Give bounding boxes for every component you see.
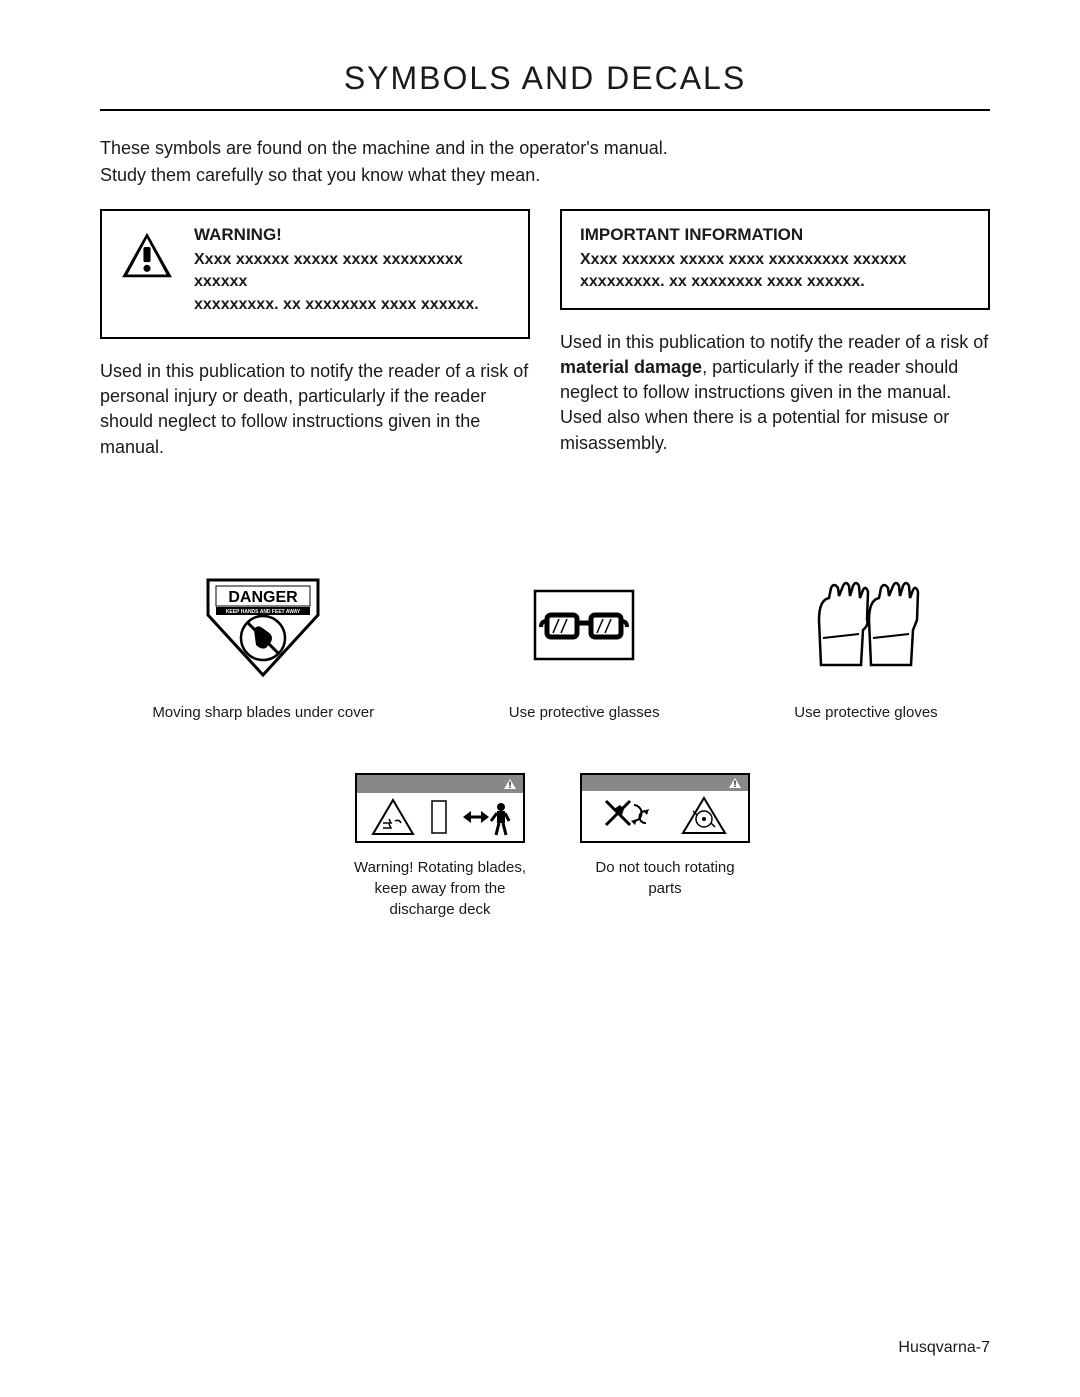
svg-text:!: ! [509,780,512,790]
info-desc-pre: Used in this publication to notify the r… [560,332,988,352]
decal-body-2 [582,791,748,841]
symbol-glasses: Use protective glasses [509,570,660,723]
small-warning-icon: ! [503,778,517,790]
no-touch-decal: ! [580,773,750,843]
decal-body-1 [357,793,523,841]
svg-text:KEEP HANDS AND FEET AWAY: KEEP HANDS AND FEET AWAY [226,609,301,615]
warning-text-1: Xxxx xxxxxx xxxxx xxxx xxxxxxxxx xxxxxx [194,249,510,294]
symbol-row2-label-1: Do not touch rotating parts [585,857,745,899]
info-title: IMPORTANT INFORMATION [580,225,970,245]
symbol-label-2: Use protective gloves [794,702,937,723]
intro-line-2: Study them carefully so that you know wh… [100,162,990,189]
page-title: SYMBOLS AND DECALS [100,60,990,111]
rotating-blades-decal: ! [355,773,525,843]
symbol-label-0: Moving sharp blades under cover [152,702,374,723]
danger-shield-icon: DANGER KEEP HANDS AND FEET AWAY [198,570,328,680]
decal-header-2: ! [582,775,748,791]
symbol-danger-shield: DANGER KEEP HANDS AND FEET AWAY Moving s… [152,570,374,723]
svg-text:!: ! [734,779,737,789]
symbol-row2-label-0: Warning! Rotating blades, keep away from… [340,857,540,920]
info-box: IMPORTANT INFORMATION Xxxx xxxxxx xxxxx … [560,209,990,310]
page: SYMBOLS AND DECALS These symbols are fou… [0,0,1080,960]
symbol-label-1: Use protective glasses [509,702,660,723]
symbols-row-2: ! [100,773,990,920]
warning-title: WARNING! [194,225,510,245]
warning-description: Used in this publication to notify the r… [100,359,530,460]
symbol-no-touch: ! [580,773,750,920]
intro-line-1: These symbols are found on the machine a… [100,135,990,162]
info-column: IMPORTANT INFORMATION Xxxx xxxxxx xxxxx … [560,209,990,460]
warning-info-columns: WARNING! Xxxx xxxxxx xxxxx xxxx xxxxxxxx… [100,209,990,460]
warning-text-2: xxxxxxxxx. xx xxxxxxxx xxxx xxxxxx. [194,294,510,316]
warning-content: WARNING! Xxxx xxxxxx xxxxx xxxx xxxxxxxx… [194,225,510,316]
gloves-icon [801,570,931,680]
symbol-rotating-blades: ! [340,773,540,920]
info-desc-bold: material damage [560,357,702,377]
symbol-gloves: Use protective gloves [794,570,937,723]
symbols-row-1: DANGER KEEP HANDS AND FEET AWAY Moving s… [100,570,990,723]
warning-triangle-icon [120,231,174,279]
intro-text: These symbols are found on the machine a… [100,135,990,189]
info-description: Used in this publication to notify the r… [560,330,990,456]
small-warning-icon-2: ! [728,777,742,789]
svg-text:DANGER: DANGER [229,589,299,606]
glasses-icon [529,570,639,680]
warning-box: WARNING! Xxxx xxxxxx xxxxx xxxx xxxxxxxx… [100,209,530,339]
page-footer: Husqvarna-7 [898,1339,990,1357]
decal-header-1: ! [357,775,523,793]
warning-column: WARNING! Xxxx xxxxxx xxxxx xxxx xxxxxxxx… [100,209,530,460]
info-text-1: Xxxx xxxxxx xxxxx xxxx xxxxxxxxx xxxxxx … [580,249,970,294]
